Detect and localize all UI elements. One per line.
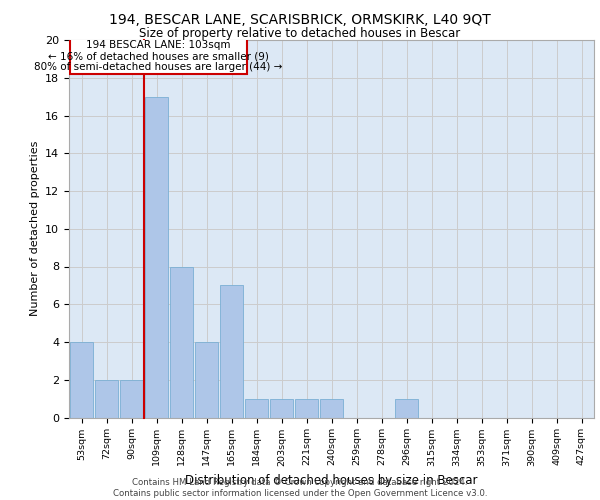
FancyBboxPatch shape: [70, 21, 247, 74]
Text: 80% of semi-detached houses are larger (44) →: 80% of semi-detached houses are larger (…: [34, 62, 283, 72]
Bar: [194, 342, 218, 417]
Bar: [320, 398, 343, 417]
Text: Contains HM Land Registry data © Crown copyright and database right 2024.
Contai: Contains HM Land Registry data © Crown c…: [113, 478, 487, 498]
Bar: [145, 96, 169, 417]
Bar: [395, 398, 418, 417]
Text: ← 16% of detached houses are smaller (9): ← 16% of detached houses are smaller (9): [48, 51, 269, 61]
Bar: [269, 398, 293, 417]
Bar: [295, 398, 319, 417]
Bar: [95, 380, 118, 418]
Bar: [245, 398, 268, 417]
Bar: [220, 286, 244, 418]
Y-axis label: Number of detached properties: Number of detached properties: [29, 141, 40, 316]
Text: 194 BESCAR LANE: 103sqm: 194 BESCAR LANE: 103sqm: [86, 40, 230, 50]
Text: 194, BESCAR LANE, SCARISBRICK, ORMSKIRK, L40 9QT: 194, BESCAR LANE, SCARISBRICK, ORMSKIRK,…: [109, 12, 491, 26]
Bar: [119, 380, 143, 418]
Text: Size of property relative to detached houses in Bescar: Size of property relative to detached ho…: [139, 28, 461, 40]
Bar: [70, 342, 94, 417]
Bar: [170, 266, 193, 418]
X-axis label: Distribution of detached houses by size in Bescar: Distribution of detached houses by size …: [185, 474, 478, 487]
